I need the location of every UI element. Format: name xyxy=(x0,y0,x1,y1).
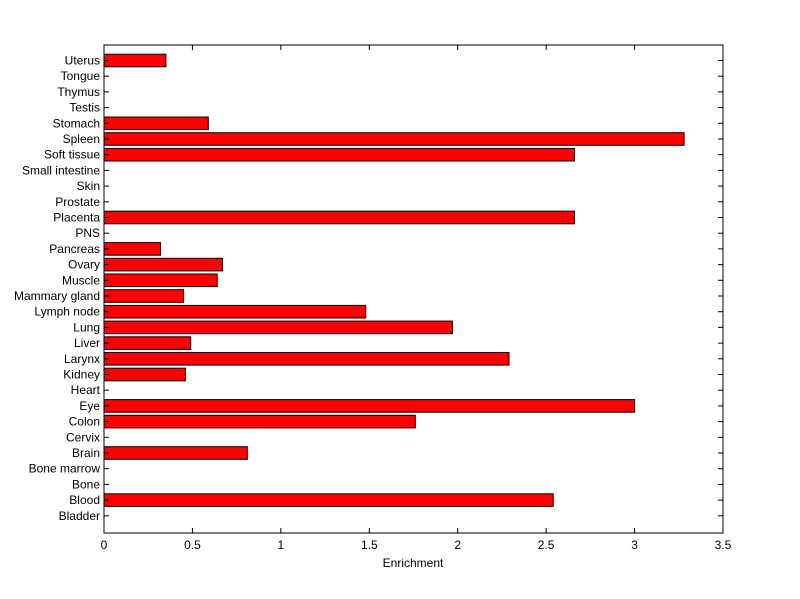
y-tick-label: Placenta xyxy=(53,211,100,225)
y-tick-label: Thymus xyxy=(57,85,100,99)
bars-layer xyxy=(103,53,685,507)
bar-lymph-node xyxy=(103,304,367,319)
x-tick-label: 1 xyxy=(278,538,285,552)
bar-muscle xyxy=(103,273,218,288)
bar-eye xyxy=(103,399,636,413)
y-tick-label: Eye xyxy=(79,399,100,413)
plot-frame xyxy=(103,44,724,534)
y-tick-label: Larynx xyxy=(64,352,100,366)
x-tick-label: 0 xyxy=(101,538,108,552)
y-tick-label: Lung xyxy=(73,320,100,334)
x-tick-label: 1.5 xyxy=(361,538,378,552)
y-tick-label: PNS xyxy=(75,226,100,240)
x-tick-label: 3.5 xyxy=(715,538,732,552)
y-tick-label: Brain xyxy=(72,446,100,460)
bar-blood xyxy=(103,493,554,507)
y-tick-label: Soft tissue xyxy=(44,148,100,162)
bar-pancreas xyxy=(103,242,162,256)
bar-larynx xyxy=(103,352,510,366)
y-tick-label: Bone xyxy=(72,477,100,491)
x-tick-label: 2.5 xyxy=(538,538,555,552)
bar-ovary xyxy=(103,257,223,272)
y-tick-label: Tongue xyxy=(61,69,101,83)
y-tick-label: Cervix xyxy=(66,430,100,444)
x-tick-label: 3 xyxy=(631,538,638,552)
y-tick-label: Stomach xyxy=(53,116,100,130)
bar-uterus xyxy=(103,53,167,68)
bar-lung xyxy=(103,320,453,335)
x-tick-label: 2 xyxy=(454,538,461,552)
bar-spleen xyxy=(103,132,685,146)
y-tick-label: Testis xyxy=(69,101,100,115)
y-tick-label: Uterus xyxy=(65,54,100,68)
y-tick-label: Kidney xyxy=(63,368,100,382)
bar-mammary-gland xyxy=(103,289,185,303)
bar-liver xyxy=(103,336,192,350)
bar-colon xyxy=(103,414,416,429)
bar-soft-tissue xyxy=(103,147,575,162)
y-tick-label: Mammary gland xyxy=(14,289,100,303)
y-tick-label: Colon xyxy=(69,415,100,429)
bar-kidney xyxy=(103,367,186,382)
y-tick-label: Small intestine xyxy=(22,163,100,177)
y-tick-label: Prostate xyxy=(55,195,100,209)
bar-stomach xyxy=(103,116,209,131)
y-tick-label: Pancreas xyxy=(49,242,100,256)
y-tick-label: Spleen xyxy=(63,132,100,146)
bar-brain xyxy=(103,446,248,460)
y-tick-label: Ovary xyxy=(68,258,100,272)
y-tick-label: Muscle xyxy=(62,273,100,287)
y-tick-label: Lymph node xyxy=(34,305,100,319)
bar-placenta xyxy=(103,210,575,225)
y-tick-label: Heart xyxy=(71,383,101,397)
y-tick-label: Bladder xyxy=(59,509,100,523)
y-tick-label: Liver xyxy=(74,336,100,350)
y-tick-label: Bone marrow xyxy=(29,462,101,476)
x-tick-label: 0.5 xyxy=(184,538,201,552)
x-axis-label: Enrichment xyxy=(383,556,444,570)
x-axis-ticks: 0 0.5 1 1.5 2 2.5 3 3.5 xyxy=(101,45,732,552)
y-tick-label: Skin xyxy=(77,179,100,193)
y-tick-label: Blood xyxy=(69,493,100,507)
